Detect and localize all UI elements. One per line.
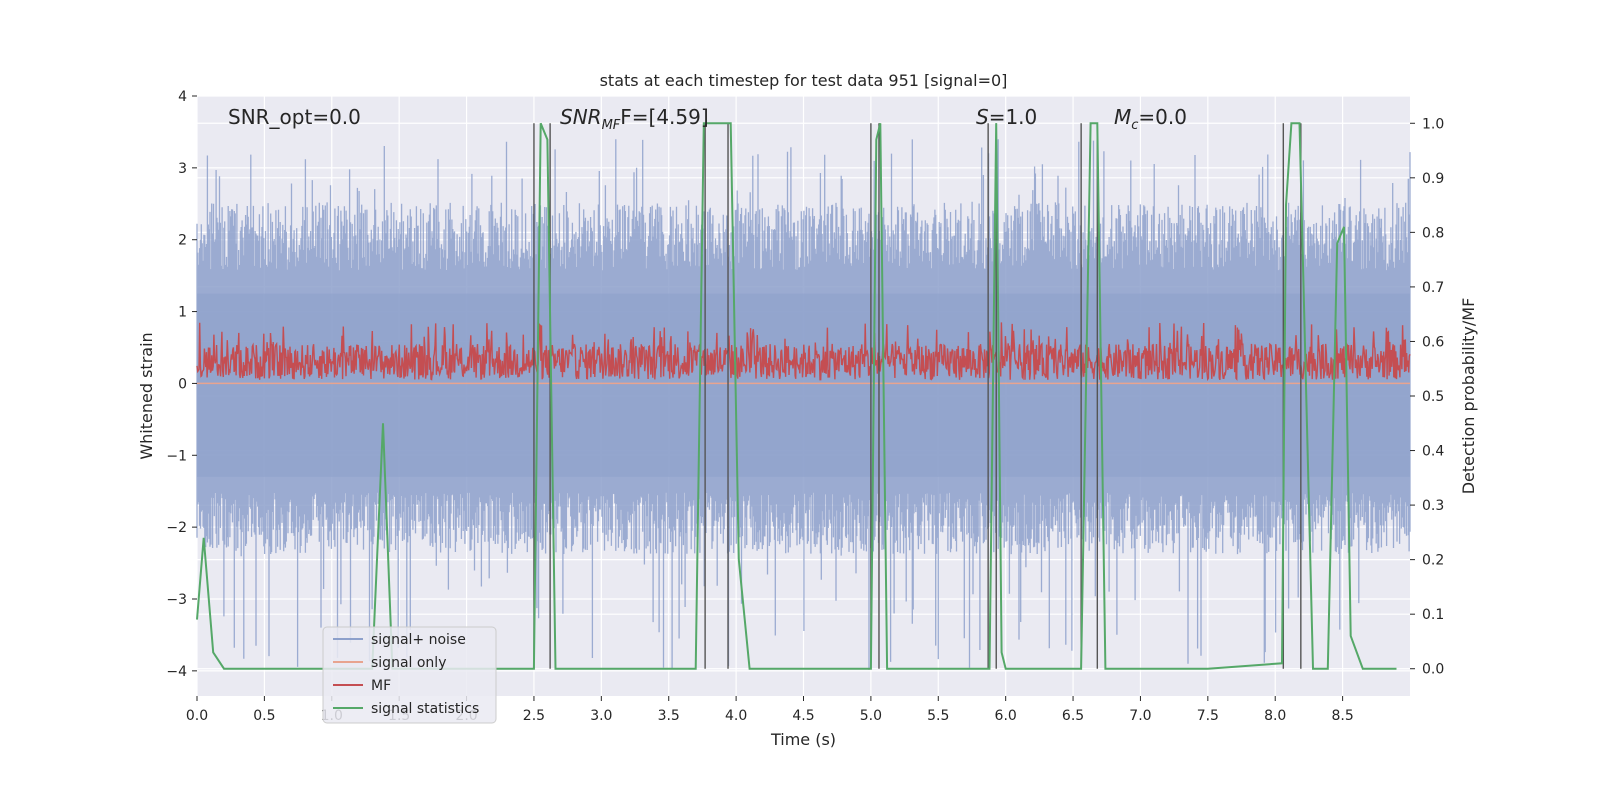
annotation-snr-mf-rest: F=[4.59] [620, 105, 708, 129]
annotation-mc-sub: c [1131, 118, 1138, 133]
x-tick-label: 2.5 [523, 708, 545, 724]
legend-label: signal+ noise [371, 632, 466, 648]
x-tick-label: 3.0 [590, 708, 612, 724]
x-axis-label: Time (s) [770, 730, 836, 749]
y-left-tick-label: 2 [178, 233, 187, 249]
chart-title: stats at each timestep for test data 951… [600, 71, 1008, 90]
annotation-snr-opt: SNR_opt=0.0 [228, 105, 361, 129]
annotation-mc: Mc=0.0 [1114, 105, 1187, 133]
x-tick-label: 8.5 [1331, 708, 1353, 724]
x-tick-label: 0.0 [186, 708, 208, 724]
legend: signal+ noise signal only MF signal statist… [322, 626, 497, 724]
annotation-snr-mf-sub: MF [602, 118, 621, 133]
legend-item: signal+ noise [333, 632, 466, 648]
y-right-tick-label: 0.9 [1422, 171, 1444, 187]
y-left-tick-label: −4 [166, 664, 187, 680]
y-right-tick-label: 0.5 [1422, 389, 1444, 405]
x-tick-label: 4.0 [725, 708, 747, 724]
y-right-tick-label: 0.2 [1422, 553, 1444, 569]
y-right-tick-label: 0.6 [1422, 334, 1444, 350]
y-right-tick-label: 0.3 [1422, 498, 1444, 514]
annotation-mc-rest: =0.0 [1138, 105, 1187, 129]
y-left-tick-label: 1 [178, 305, 187, 321]
series-fill-signal-noise [197, 293, 1410, 477]
annotation-s: S=1.0 [976, 105, 1037, 129]
x-tick-label: 0.5 [253, 708, 275, 724]
x-tick-label: 6.0 [995, 708, 1017, 724]
x-tick-label: 7.5 [1197, 708, 1219, 724]
x-tick-label: 3.5 [658, 708, 680, 724]
legend-item: MF [333, 678, 391, 694]
y-left-tick-label: −1 [166, 448, 187, 464]
annotation-s-rest: =1.0 [989, 105, 1038, 129]
x-tick-label: 5.0 [860, 708, 882, 724]
x-tick-label: 5.5 [927, 708, 949, 724]
y-left-tick-label: 3 [178, 161, 187, 177]
annotation-mc-main: M [1114, 105, 1131, 129]
y-right-tick-label: 0.8 [1422, 225, 1444, 241]
legend-label: signal statistics [371, 701, 479, 717]
x-tick-label: 7.0 [1129, 708, 1151, 724]
y-right-tick-label: 0.0 [1422, 662, 1444, 678]
legend-label: MF [371, 678, 391, 694]
y-left-tick-label: −3 [166, 592, 187, 608]
legend-label: signal only [371, 655, 446, 671]
x-tick-label: 6.5 [1062, 708, 1084, 724]
legend-item: signal only [333, 655, 446, 671]
y-right-tick-label: 0.1 [1422, 607, 1444, 623]
y-right-tick-label: 0.7 [1422, 280, 1444, 296]
annotation-snr-mf: SNRMFF=[4.59] [560, 105, 709, 133]
legend-box [322, 626, 497, 724]
annotation-snr-mf-main: SNR [560, 105, 602, 129]
y-axis-right-label: Detection probability/MF [1459, 298, 1478, 495]
y-right-tick-label: 0.4 [1422, 444, 1444, 460]
legend-item: signal statistics [333, 701, 479, 717]
y-axis-left-label: Whitened strain [137, 332, 156, 459]
y-left-tick-label: 4 [178, 89, 187, 105]
y-left-tick-label: −2 [166, 520, 187, 536]
series-signal-noise [196, 139, 1411, 670]
annotation-s-main: S [976, 105, 989, 129]
y-left-tick-label: 0 [178, 376, 187, 392]
series-mf [196, 322, 1411, 382]
series-line-mf [196, 322, 1411, 382]
x-tick-label: 4.5 [792, 708, 814, 724]
x-tick-label: 8.0 [1264, 708, 1286, 724]
y-right-tick-label: 1.0 [1422, 116, 1444, 132]
